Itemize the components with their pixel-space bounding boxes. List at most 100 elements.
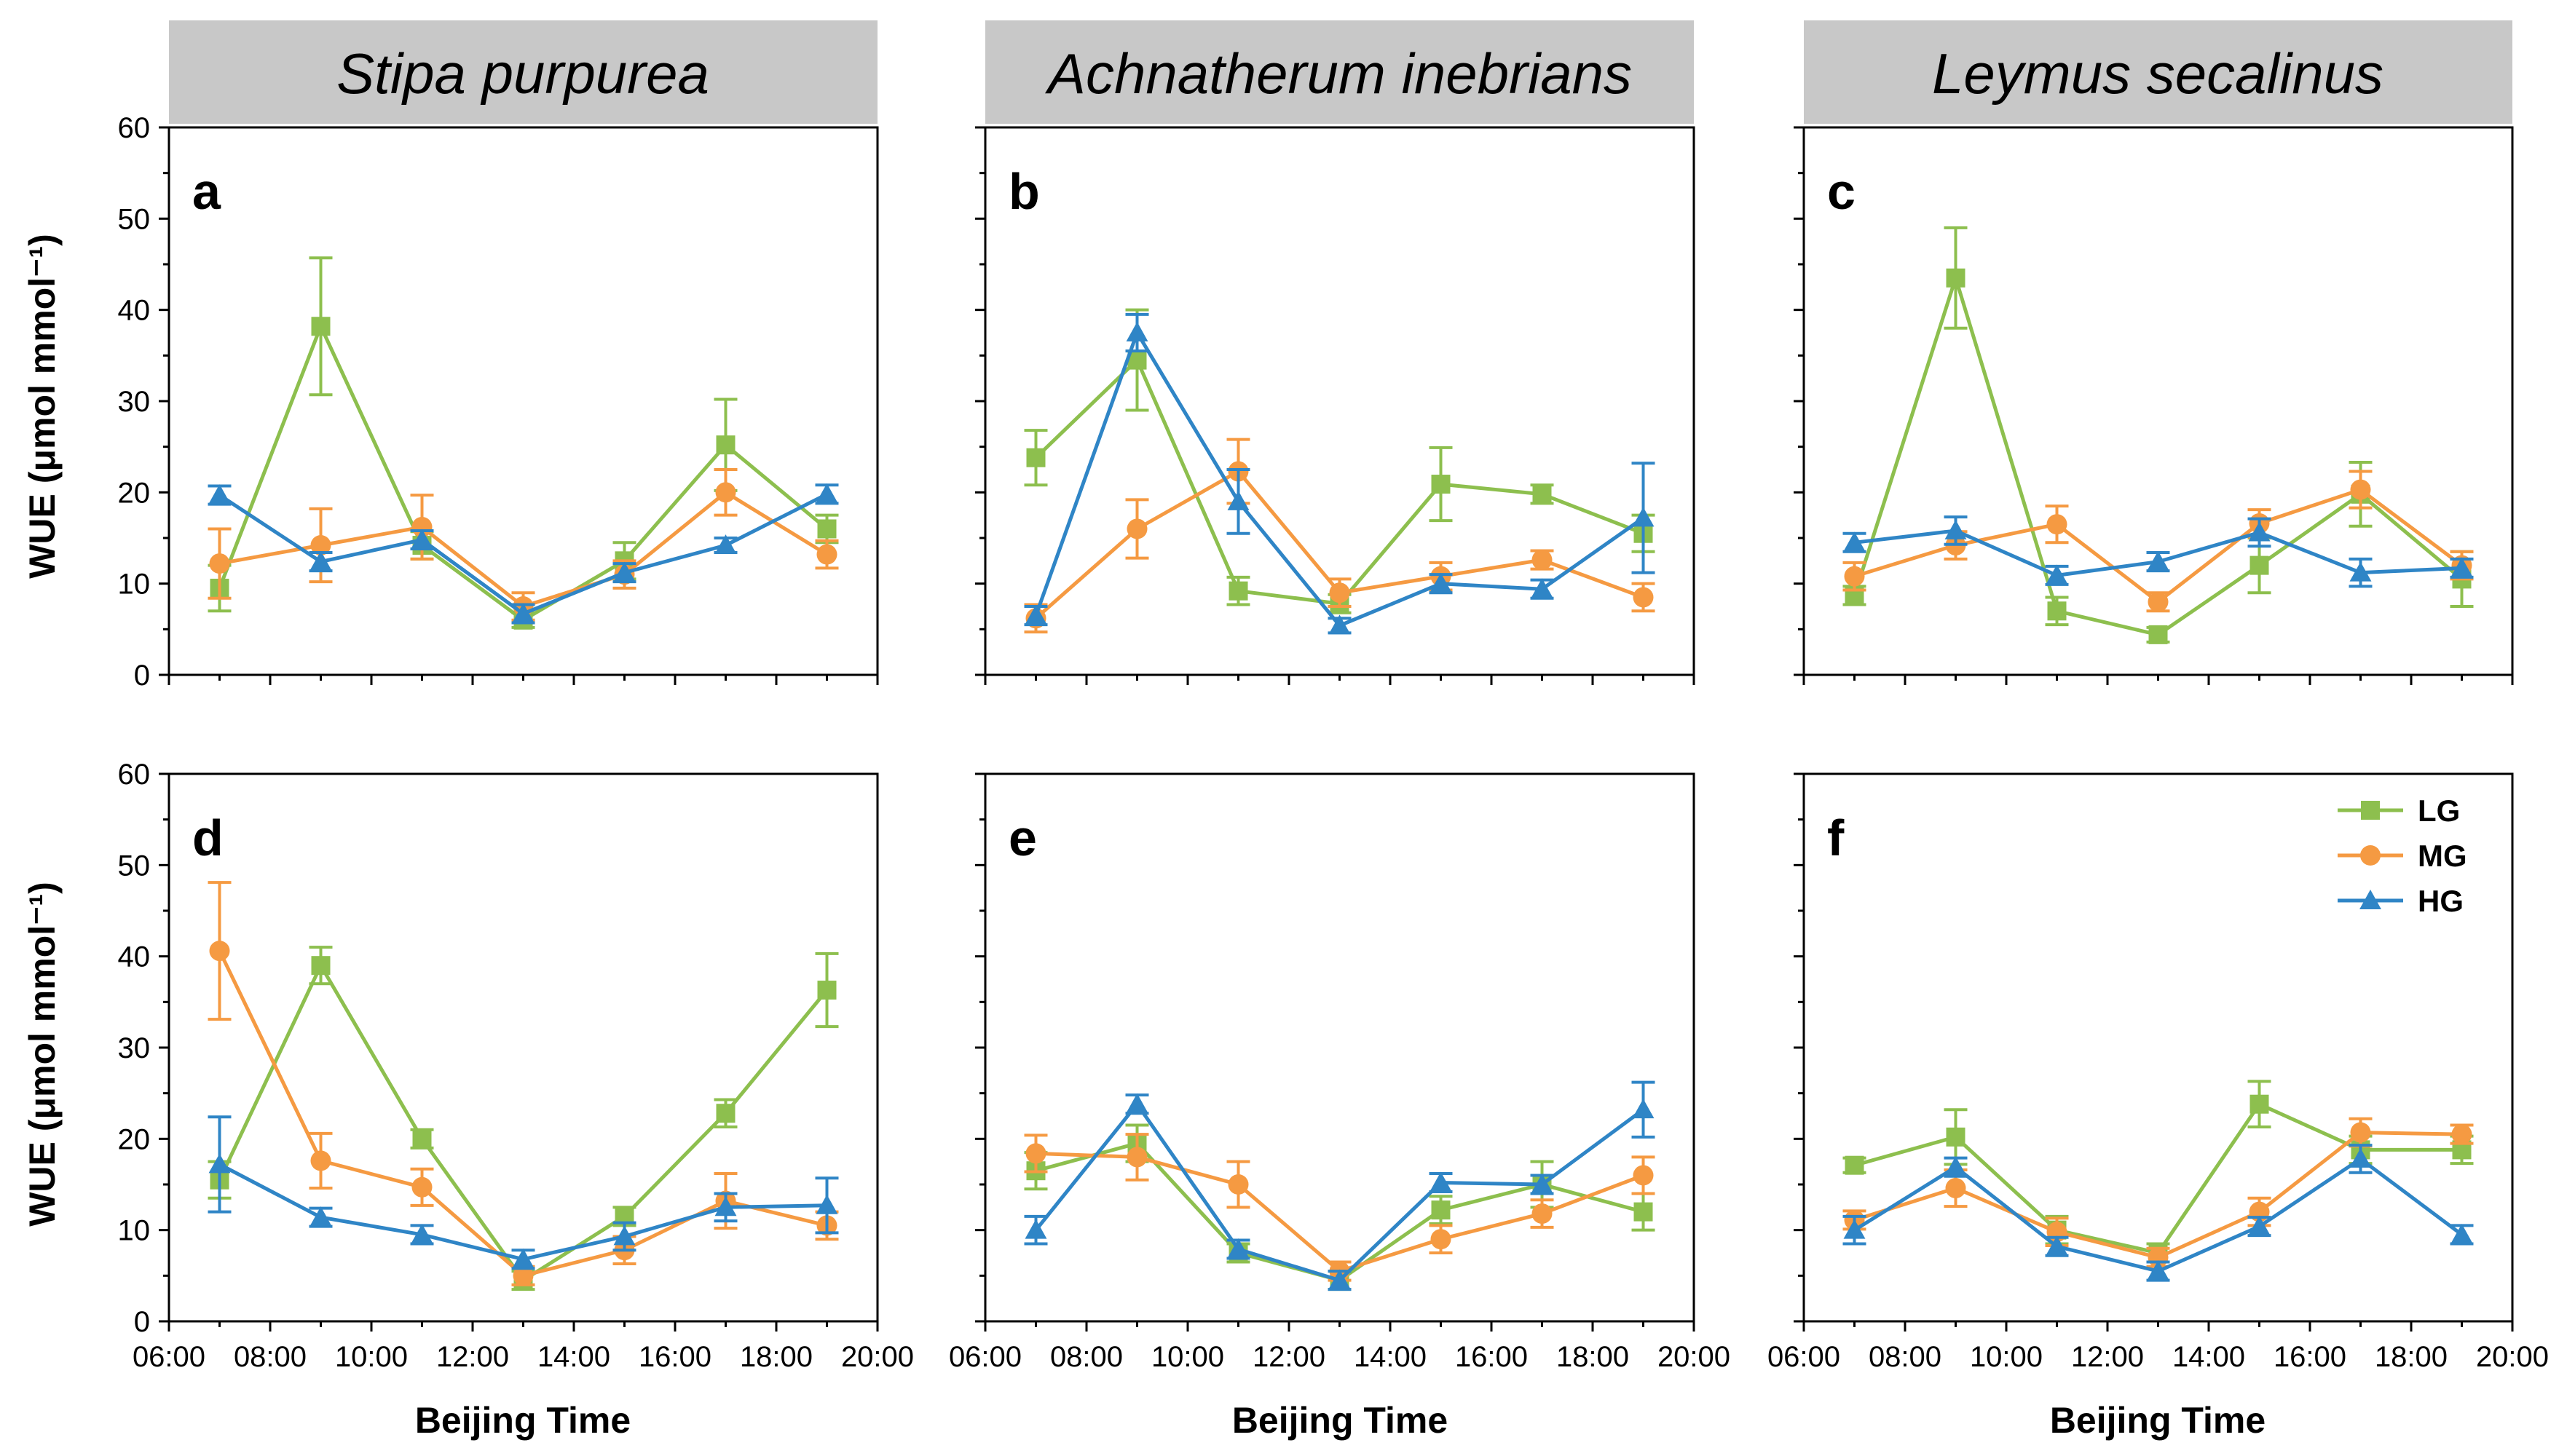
data-point-MG (715, 482, 736, 503)
data-point-MG (2350, 479, 2371, 500)
header-bar-3 (1804, 20, 2512, 124)
data-point-HG (1531, 1174, 1553, 1193)
data-point-HG (1328, 614, 1351, 635)
x-tick-label: 14:00 (537, 1341, 610, 1373)
data-point-MG (310, 535, 331, 556)
series-LG (208, 256, 839, 630)
panel-letter: f (1827, 810, 1845, 866)
series-LG (208, 946, 839, 1291)
x-tick-label: 12:00 (2071, 1341, 2144, 1373)
y-axis-title-bottom: WUE (μmol mmol⁻¹) (22, 882, 63, 1227)
panel-letter: a (192, 163, 221, 220)
panels: 0 10 20 30 40 50 60 a b c 0 10 20 30 40 50 60 06:00 08:00 1… (118, 112, 2550, 1373)
x-tick-label: 18:00 (1556, 1341, 1629, 1373)
data-point-MG (816, 544, 837, 565)
data-point-LG (1532, 484, 1552, 504)
y-tick-label: 10 (118, 569, 151, 601)
data-point-HG (512, 603, 535, 622)
data-point-LG (1229, 581, 1248, 601)
header-bar-1 (169, 20, 878, 124)
x-tick-label: 10:00 (1970, 1341, 2043, 1373)
data-point-MG (209, 553, 230, 574)
data-point-MG (1127, 1147, 1148, 1168)
data-point-HG (208, 1153, 231, 1174)
data-point-MG (1633, 587, 1654, 608)
data-point-MG (1844, 566, 1865, 587)
data-point-MG (1228, 1174, 1249, 1195)
x-tick-label: 16:00 (639, 1341, 711, 1373)
y-tick-label: 40 (118, 295, 151, 327)
data-point-HG (714, 1196, 737, 1216)
data-point-MG (2350, 1122, 2371, 1143)
data-point-HG (208, 484, 231, 505)
data-point-LG (1845, 1155, 1864, 1175)
data-point-MG (1945, 1178, 1966, 1199)
data-point-MG (1531, 1203, 1553, 1224)
data-point-HG (2147, 550, 2169, 571)
panel-a: 0 10 20 30 40 50 60 a (118, 112, 879, 692)
species-title-2: Achnatherum inebrians (1045, 41, 1632, 106)
x-tick-label: 18:00 (2375, 1341, 2448, 1373)
series-HG (1024, 312, 1655, 635)
panel-f: 06:00 08:00 10:00 12:00 14:00 16:00 18:00 20:00… (1767, 772, 2549, 1373)
y-axis-title-bottom-text: WUE (μmol mmol⁻¹) (22, 882, 63, 1227)
data-point-LG (817, 519, 837, 539)
data-point-HG (2248, 1215, 2271, 1235)
data-point-HG (613, 561, 636, 582)
panel-d: 0 10 20 30 40 50 60 06:00 08:00 10:00 12:00 14:00 16… (118, 759, 915, 1373)
series-MG (208, 881, 839, 1286)
data-point-MG (1531, 550, 1553, 571)
series-line-LG (1035, 1141, 1644, 1283)
x-tick-label: 10:00 (1151, 1341, 1224, 1373)
data-point-LG (2249, 1094, 2269, 1114)
series-HG (1024, 1080, 1655, 1291)
data-point-HG (1632, 507, 1655, 527)
y-tick-label: 60 (118, 759, 151, 791)
data-point-HG (613, 1225, 636, 1246)
legend-label-MG: MG (2418, 839, 2467, 873)
series-MG (1842, 470, 2474, 613)
panel-letter: d (192, 810, 224, 866)
data-point-LG (1431, 1200, 1451, 1220)
x-tick-label: 06:00 (1767, 1341, 1840, 1373)
species-title-1: Stipa purpurea (336, 41, 709, 106)
series-line-LG (1034, 357, 1644, 606)
data-point-HG (816, 1194, 838, 1214)
series-HG (208, 1115, 839, 1270)
data-point-LG (1633, 1202, 1653, 1222)
data-point-LG (1946, 1127, 1965, 1147)
panel-e: 06:00 08:00 10:00 12:00 14:00 16:00 18:00 20:00… (949, 772, 1730, 1373)
data-point-LG (1946, 268, 1965, 288)
data-point-LG (412, 1129, 432, 1149)
data-point-HG (2046, 1235, 2068, 1256)
y-tick-label: 20 (118, 477, 151, 509)
x-axis-title-1: Beijing Time (415, 1400, 631, 1441)
data-point-HG (2349, 1147, 2372, 1168)
data-point-MG (310, 1150, 331, 1171)
panel-frame (984, 772, 1695, 1323)
data-point-MG (1329, 582, 1350, 604)
data-point-HG (1632, 1099, 1655, 1119)
legend-label-HG: HG (2418, 884, 2464, 918)
data-point-LG (2148, 625, 2168, 644)
legend-marker-LG (2361, 801, 2380, 820)
x-tick-label: 20:00 (1657, 1341, 1730, 1373)
data-point-MG (2148, 591, 2169, 612)
data-point-HG (2450, 1223, 2473, 1243)
data-point-HG (1843, 531, 1866, 552)
data-point-HG (1944, 520, 1967, 539)
x-tick-label: 18:00 (740, 1341, 813, 1373)
series-HG (1842, 515, 2474, 588)
series-HG (208, 483, 839, 625)
y-tick-label: 40 (118, 941, 151, 973)
x-axis-title-3: Beijing Time (2050, 1400, 2266, 1441)
data-point-MG (1127, 518, 1148, 539)
y-tick-label: 50 (118, 203, 151, 235)
data-point-HG (714, 534, 737, 554)
data-point-LG (817, 981, 837, 1000)
panel-letter: b (1009, 163, 1040, 220)
y-tick-label: 0 (134, 1306, 150, 1338)
data-point-HG (1328, 1269, 1351, 1289)
data-point-MG (2046, 514, 2067, 535)
